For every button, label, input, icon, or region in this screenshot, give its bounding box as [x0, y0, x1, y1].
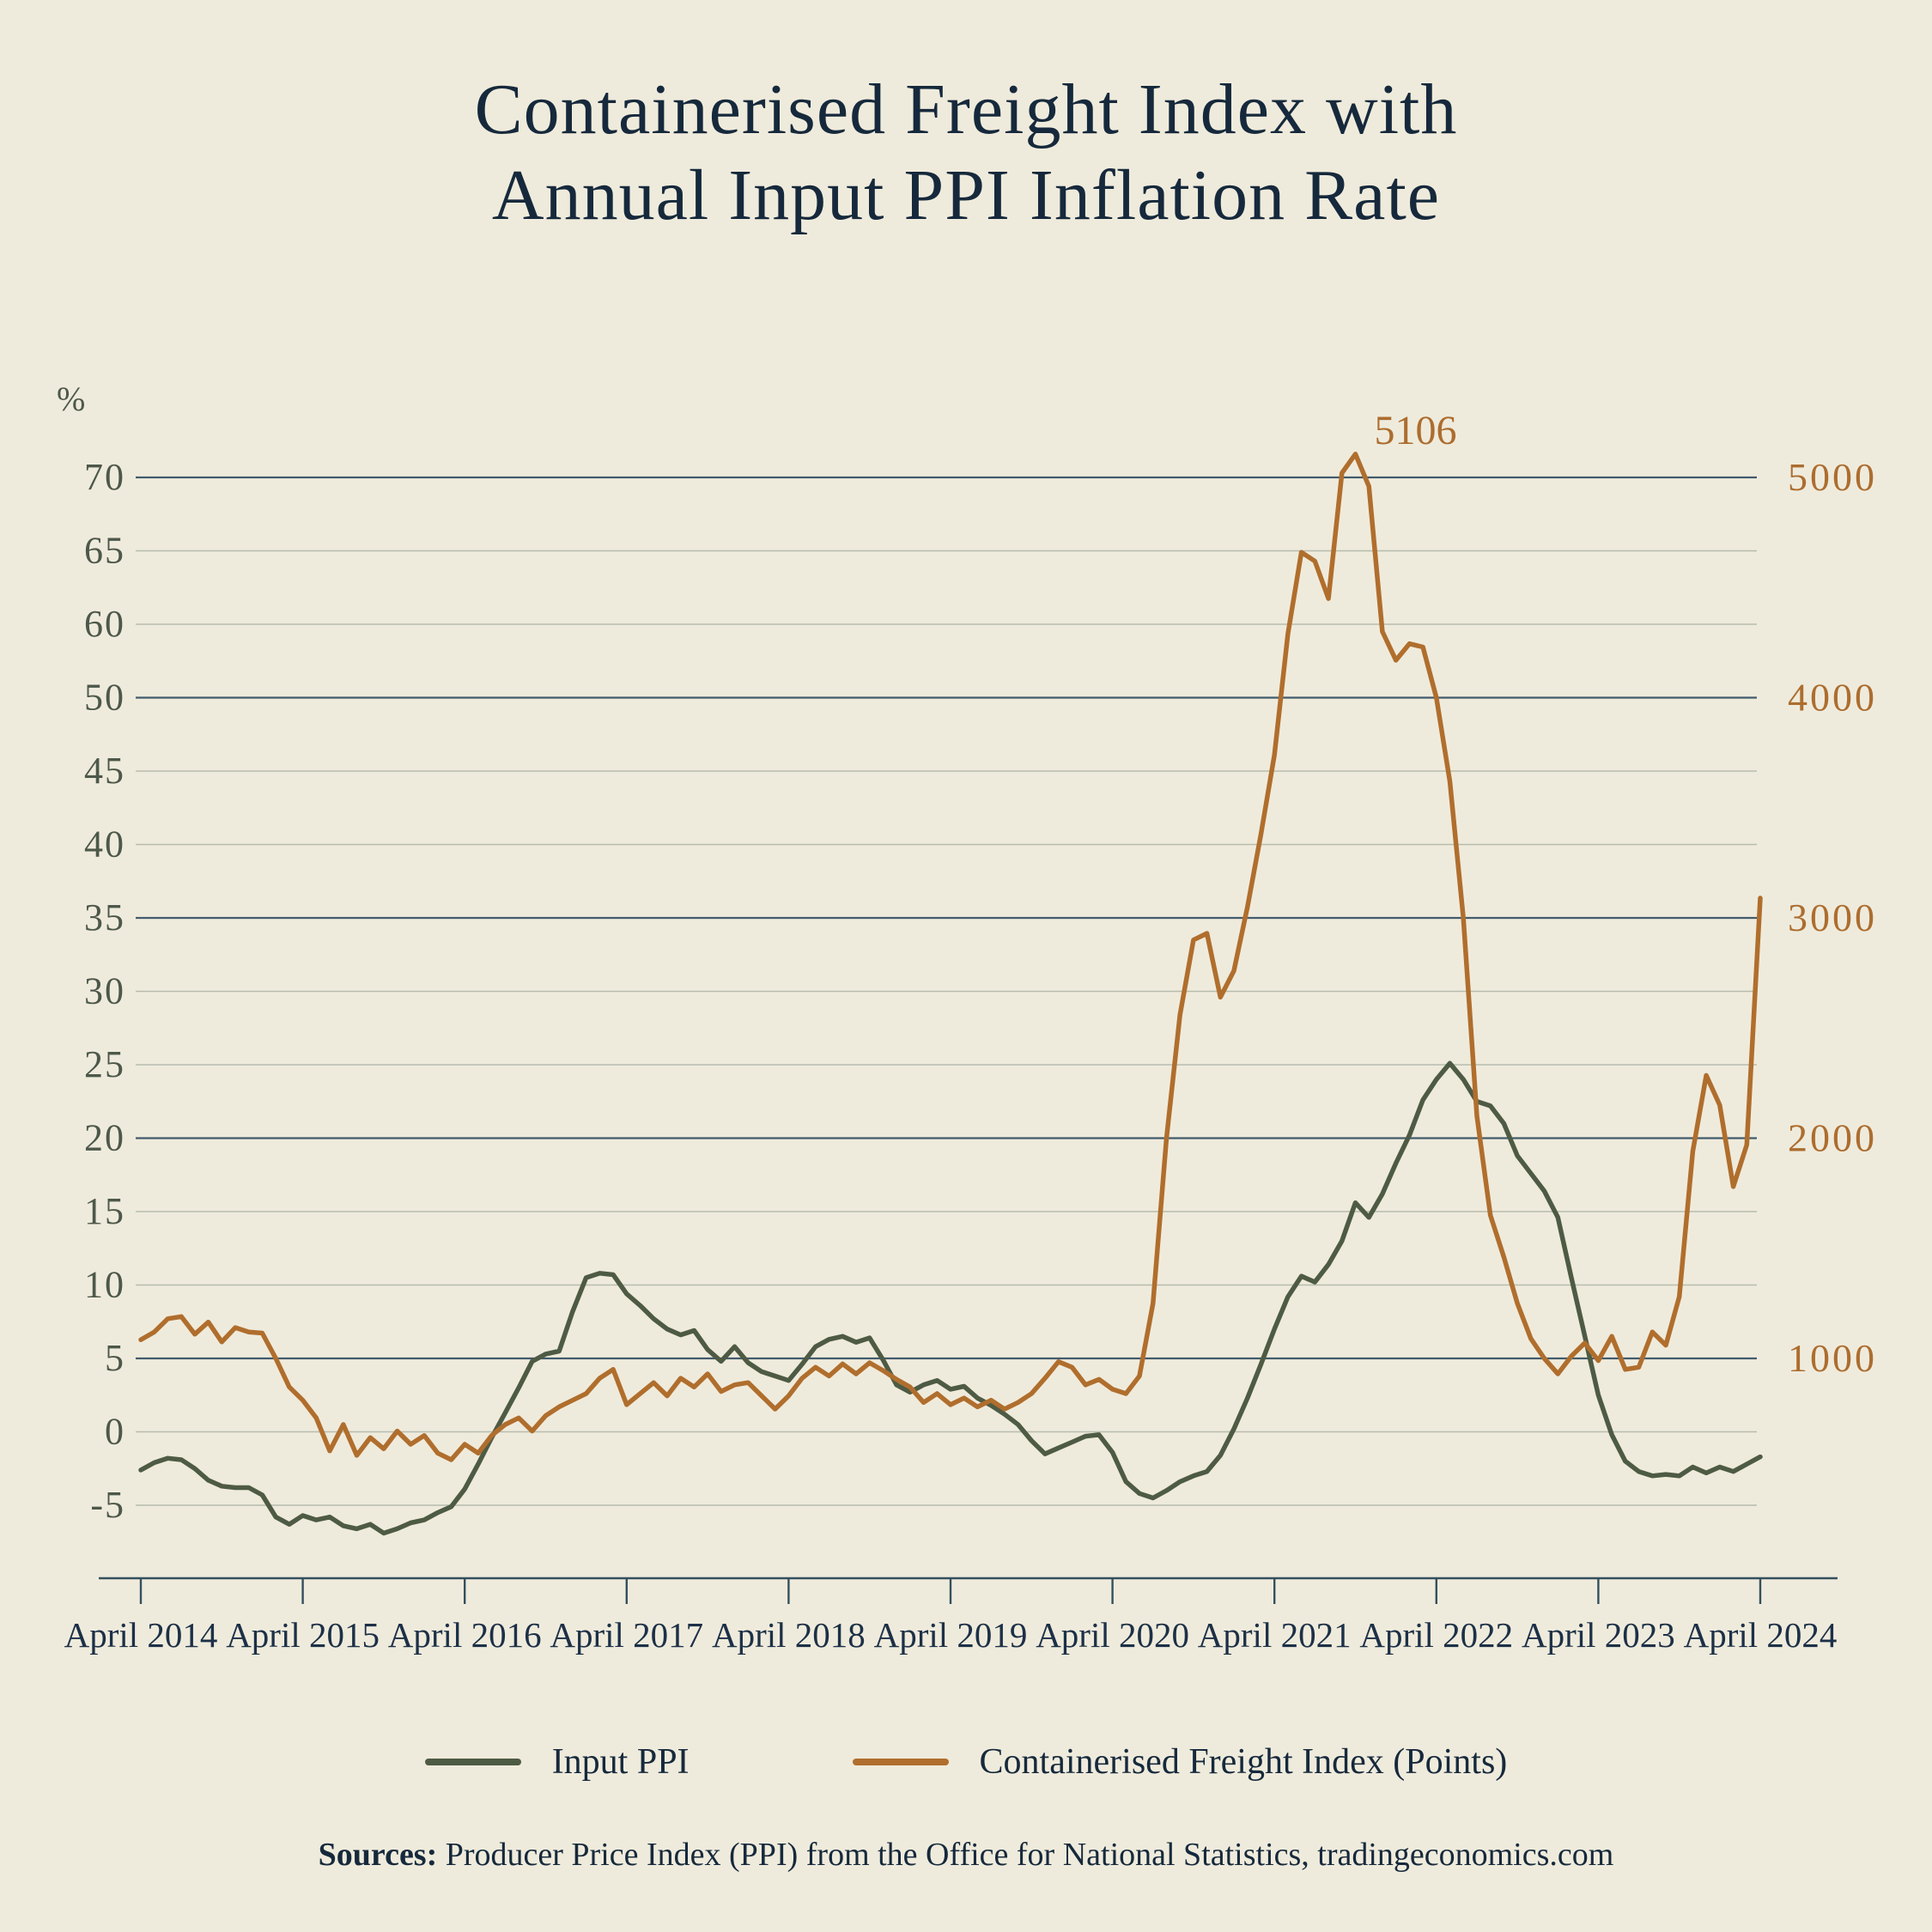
- input-ppi-line-swatch: [424, 1759, 521, 1765]
- source-note-label: Sources:: [318, 1837, 438, 1873]
- svg-text:April 2020: April 2020: [1036, 1615, 1189, 1655]
- input-ppi-line: [138, 1060, 1763, 1536]
- gridlines: [136, 476, 1757, 1506]
- svg-text:April 2018: April 2018: [712, 1615, 866, 1655]
- svg-text:3000: 3000: [1788, 896, 1877, 939]
- source-note: Sources: Producer Price Index (PPI) from…: [0, 1836, 1932, 1874]
- legend-item-freight-index: Containerised Freight Index (Points): [852, 1741, 1508, 1783]
- svg-text:0: 0: [105, 1411, 125, 1453]
- svg-text:70: 70: [84, 456, 125, 498]
- legend-label-freight-index: Containerised Freight Index (Points): [979, 1742, 1508, 1782]
- svg-text:60: 60: [84, 603, 125, 645]
- freight-index-line-swatch: [852, 1759, 949, 1765]
- svg-text:65: 65: [84, 530, 125, 572]
- x-axis-tick-labels: April 2014 April 2015 April 2016 April 2017…: [64, 1615, 1838, 1655]
- svg-text:25: 25: [84, 1043, 125, 1085]
- legend-item-input-ppi: Input PPI: [424, 1741, 690, 1783]
- right-axis-tick-labels: 5000 4000 3000 2000 1000: [1788, 455, 1877, 1380]
- svg-text:40: 40: [84, 823, 125, 866]
- svg-text:April 2021: April 2021: [1198, 1615, 1352, 1655]
- chart-title-line2: Annual Input PPI Inflation Rate: [491, 155, 1441, 235]
- chart-title: Containerised Freight Index with Annual …: [0, 67, 1932, 239]
- chart-legend: Input PPI Containerised Freight Index (P…: [0, 1741, 1932, 1783]
- svg-text:April 2014: April 2014: [64, 1615, 218, 1655]
- svg-text:April 2019: April 2019: [874, 1615, 1028, 1655]
- svg-text:April 2024: April 2024: [1684, 1615, 1838, 1655]
- svg-text:1000: 1000: [1788, 1336, 1877, 1380]
- svg-text:10: 10: [84, 1264, 125, 1306]
- svg-text:30: 30: [84, 970, 125, 1012]
- svg-text:-5: -5: [90, 1484, 125, 1526]
- svg-text:35: 35: [84, 896, 125, 939]
- svg-text:April 2016: April 2016: [388, 1615, 542, 1655]
- svg-text:April 2017: April 2017: [550, 1615, 703, 1655]
- svg-text:20: 20: [84, 1117, 125, 1159]
- svg-text:2000: 2000: [1788, 1116, 1877, 1160]
- left-axis-unit-label: %: [57, 380, 85, 418]
- legend-label-input-ppi: Input PPI: [551, 1742, 690, 1782]
- svg-text:4000: 4000: [1788, 676, 1877, 720]
- svg-text:April 2015: April 2015: [226, 1615, 380, 1655]
- svg-text:April 2022: April 2022: [1359, 1615, 1513, 1655]
- source-note-text: Producer Price Index (PPI) from the Offi…: [437, 1837, 1614, 1873]
- svg-text:5000: 5000: [1788, 455, 1877, 499]
- freight-index-line: [138, 452, 1763, 1462]
- svg-text:April 2023: April 2023: [1522, 1615, 1675, 1655]
- svg-text:5: 5: [105, 1337, 125, 1379]
- peak-value-annotation: 5106: [1375, 408, 1457, 453]
- x-axis: [99, 1577, 1838, 1604]
- svg-text:45: 45: [84, 750, 125, 792]
- svg-text:15: 15: [84, 1190, 125, 1232]
- svg-text:50: 50: [84, 677, 125, 719]
- chart-title-line1: Containerised Freight Index with: [474, 70, 1458, 149]
